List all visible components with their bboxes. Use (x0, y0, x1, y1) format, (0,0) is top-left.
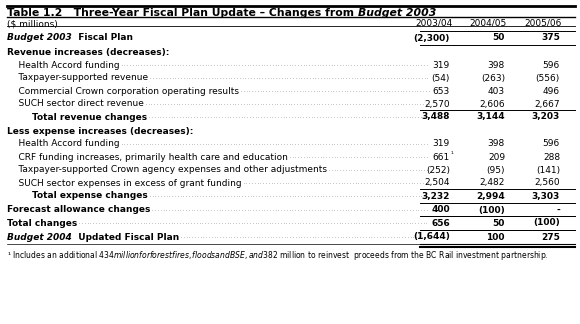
Text: 288: 288 (543, 153, 560, 161)
Text: (2,300): (2,300) (414, 33, 450, 42)
Text: Total revenue changes: Total revenue changes (7, 112, 147, 122)
Text: 661: 661 (433, 153, 450, 161)
Text: Updated Fiscal Plan: Updated Fiscal Plan (72, 233, 179, 241)
Text: 656: 656 (432, 218, 450, 227)
Text: 2,482: 2,482 (480, 179, 505, 188)
Text: (100): (100) (478, 205, 505, 214)
Text: (100): (100) (533, 218, 560, 227)
Text: 209: 209 (488, 153, 505, 161)
Text: 2,667: 2,667 (534, 99, 560, 109)
Text: ¹ Includes an additional $434 million for forest fires, floods and BSE, and $382: ¹ Includes an additional $434 million fo… (7, 249, 549, 262)
Text: 100: 100 (487, 233, 505, 241)
Text: 3,232: 3,232 (422, 191, 450, 201)
Text: 375: 375 (541, 33, 560, 42)
Text: (556): (556) (536, 74, 560, 83)
Text: 653: 653 (433, 87, 450, 96)
Text: (263): (263) (481, 74, 505, 83)
Text: 3,144: 3,144 (476, 112, 505, 122)
Text: Revenue increases (decreases):: Revenue increases (decreases): (7, 48, 169, 56)
Text: 2004/05: 2004/05 (470, 19, 507, 28)
Text: 398: 398 (488, 61, 505, 70)
Text: SUCH sector direct revenue: SUCH sector direct revenue (7, 99, 144, 109)
Text: 2,570: 2,570 (425, 99, 450, 109)
Text: SUCH sector expenses in excess of grant funding: SUCH sector expenses in excess of grant … (7, 179, 242, 188)
Text: (252): (252) (426, 166, 450, 175)
Text: 496: 496 (543, 87, 560, 96)
Text: 398: 398 (488, 140, 505, 148)
Text: 275: 275 (541, 233, 560, 241)
Text: 3,203: 3,203 (532, 112, 560, 122)
Text: 50: 50 (492, 33, 505, 42)
Text: ($ millions): ($ millions) (7, 19, 58, 28)
Text: Fiscal Plan: Fiscal Plan (72, 33, 133, 42)
Text: Total expense changes: Total expense changes (7, 191, 148, 201)
Text: Total changes: Total changes (7, 218, 77, 227)
Text: 3,303: 3,303 (532, 191, 560, 201)
Text: 2,504: 2,504 (425, 179, 450, 188)
Text: -: - (556, 205, 560, 214)
Text: (54): (54) (432, 74, 450, 83)
Text: Budget 2003: Budget 2003 (7, 33, 72, 42)
Text: Health Accord funding: Health Accord funding (7, 140, 119, 148)
Text: Budget 2004: Budget 2004 (7, 233, 72, 241)
Text: Table 1.2   Three-Year Fiscal Plan Update – Changes from: Table 1.2 Three-Year Fiscal Plan Update … (7, 8, 358, 18)
Text: (1,644): (1,644) (413, 233, 450, 241)
Text: Taxpayer-supported revenue: Taxpayer-supported revenue (7, 74, 148, 83)
Text: 596: 596 (543, 61, 560, 70)
Text: 2,606: 2,606 (480, 99, 505, 109)
Text: CRF funding increases, primarily health care and education: CRF funding increases, primarily health … (7, 153, 288, 161)
Text: 2,560: 2,560 (534, 179, 560, 188)
Text: 2005/06: 2005/06 (525, 19, 562, 28)
Text: Health Accord funding: Health Accord funding (7, 61, 119, 70)
Text: Less expense increases (decreases):: Less expense increases (decreases): (7, 126, 193, 135)
Text: 400: 400 (432, 205, 450, 214)
Text: Taxpayer-supported Crown agency expenses and other adjustments: Taxpayer-supported Crown agency expenses… (7, 166, 327, 175)
Text: ¹: ¹ (451, 153, 454, 158)
Text: (141): (141) (536, 166, 560, 175)
Text: 596: 596 (543, 140, 560, 148)
Text: 2,994: 2,994 (476, 191, 505, 201)
Text: Forecast allowance changes: Forecast allowance changes (7, 205, 150, 214)
Text: 2003/04: 2003/04 (416, 19, 453, 28)
Text: 319: 319 (433, 140, 450, 148)
Text: 403: 403 (488, 87, 505, 96)
Text: Commercial Crown corporation operating results: Commercial Crown corporation operating r… (7, 87, 239, 96)
Text: Budget 2003: Budget 2003 (358, 8, 436, 18)
Text: 319: 319 (433, 61, 450, 70)
Text: 3,488: 3,488 (422, 112, 450, 122)
Text: (95): (95) (487, 166, 505, 175)
Text: 50: 50 (492, 218, 505, 227)
